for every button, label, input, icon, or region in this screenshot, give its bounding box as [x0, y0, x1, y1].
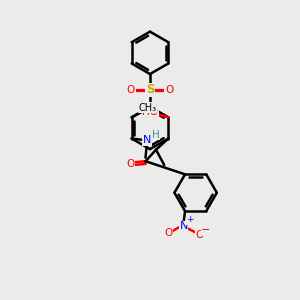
Text: N: N	[143, 135, 151, 145]
Text: N: N	[179, 221, 188, 231]
Text: S: S	[146, 83, 154, 96]
Text: HO: HO	[142, 107, 158, 117]
Text: O: O	[126, 158, 134, 169]
Text: −: −	[201, 226, 211, 236]
Text: H: H	[152, 130, 160, 140]
Text: O: O	[165, 228, 173, 238]
Text: CH₃: CH₃	[139, 103, 157, 113]
Text: O: O	[195, 230, 204, 240]
Text: O: O	[127, 85, 135, 94]
Text: O: O	[165, 85, 173, 94]
Text: +: +	[186, 215, 194, 224]
